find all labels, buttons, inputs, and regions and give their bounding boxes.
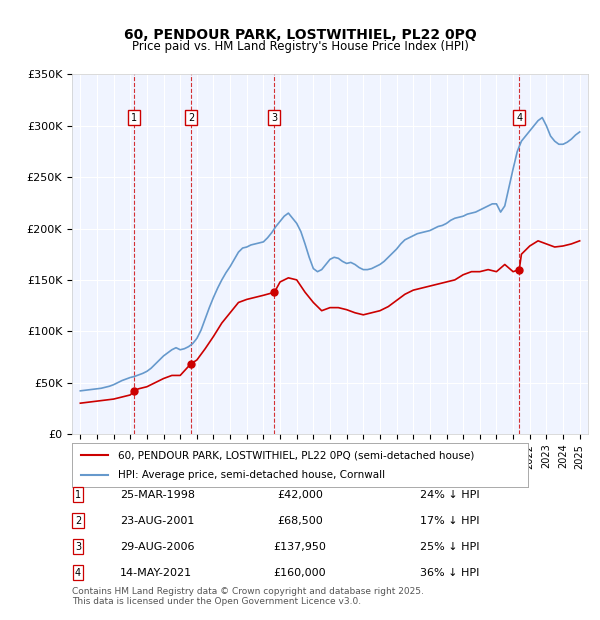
Text: 25-MAR-1998: 25-MAR-1998 bbox=[120, 490, 195, 500]
Text: £137,950: £137,950 bbox=[274, 542, 326, 552]
Text: 29-AUG-2006: 29-AUG-2006 bbox=[120, 542, 194, 552]
Text: 1: 1 bbox=[131, 113, 137, 123]
Text: £42,000: £42,000 bbox=[277, 490, 323, 500]
Text: 1: 1 bbox=[75, 490, 81, 500]
Text: Contains HM Land Registry data © Crown copyright and database right 2025.
This d: Contains HM Land Registry data © Crown c… bbox=[72, 587, 424, 606]
Text: 4: 4 bbox=[75, 568, 81, 578]
Text: 36% ↓ HPI: 36% ↓ HPI bbox=[420, 568, 479, 578]
Text: £68,500: £68,500 bbox=[277, 516, 323, 526]
Text: 60, PENDOUR PARK, LOSTWITHIEL, PL22 0PQ (semi-detached house): 60, PENDOUR PARK, LOSTWITHIEL, PL22 0PQ … bbox=[118, 451, 474, 461]
Text: 23-AUG-2001: 23-AUG-2001 bbox=[120, 516, 194, 526]
Text: 2: 2 bbox=[75, 516, 81, 526]
Text: 24% ↓ HPI: 24% ↓ HPI bbox=[420, 490, 479, 500]
Text: 14-MAY-2021: 14-MAY-2021 bbox=[120, 568, 192, 578]
Text: 4: 4 bbox=[516, 113, 523, 123]
Text: 25% ↓ HPI: 25% ↓ HPI bbox=[420, 542, 479, 552]
Text: 2: 2 bbox=[188, 113, 194, 123]
Text: 60, PENDOUR PARK, LOSTWITHIEL, PL22 0PQ: 60, PENDOUR PARK, LOSTWITHIEL, PL22 0PQ bbox=[124, 28, 476, 42]
Text: 3: 3 bbox=[75, 542, 81, 552]
Text: Price paid vs. HM Land Registry's House Price Index (HPI): Price paid vs. HM Land Registry's House … bbox=[131, 40, 469, 53]
Text: £160,000: £160,000 bbox=[274, 568, 326, 578]
Text: 3: 3 bbox=[271, 113, 277, 123]
Text: 17% ↓ HPI: 17% ↓ HPI bbox=[420, 516, 479, 526]
Text: HPI: Average price, semi-detached house, Cornwall: HPI: Average price, semi-detached house,… bbox=[118, 469, 385, 479]
